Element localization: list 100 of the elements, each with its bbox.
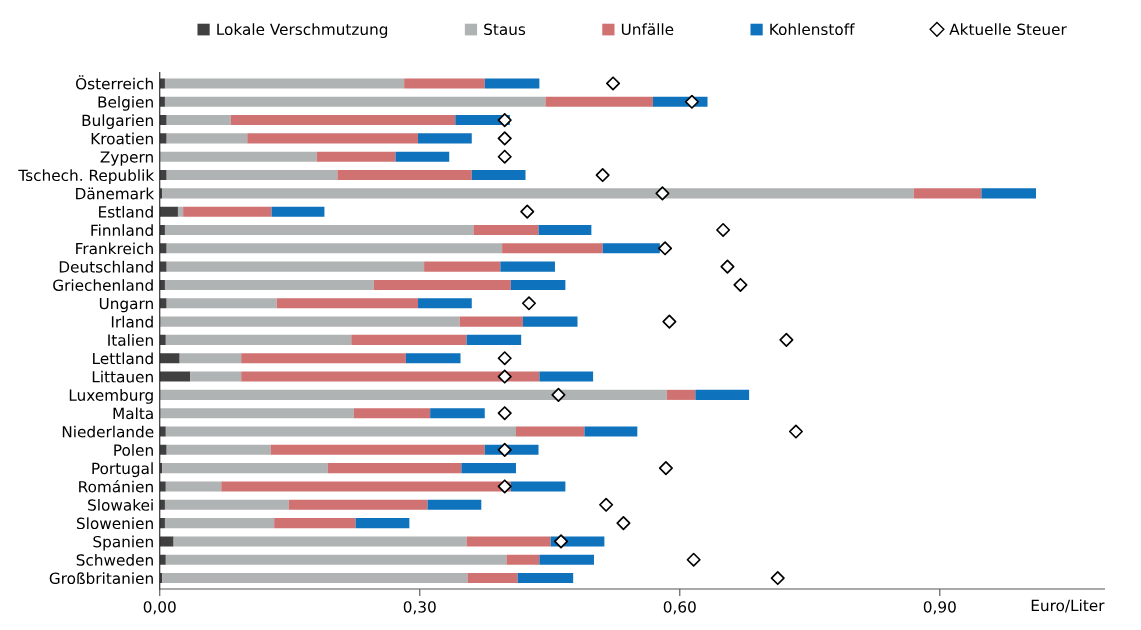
point <box>497 131 512 146</box>
bar <box>159 389 667 400</box>
bar <box>351 334 467 345</box>
point <box>662 314 677 329</box>
y-tick-label: Italien <box>108 334 153 346</box>
y-tick-label: Deutschland <box>59 260 153 273</box>
y-tick-label: Kroatien <box>91 132 153 145</box>
bar <box>471 170 526 181</box>
y-tick-label: Románien <box>79 480 153 493</box>
bar <box>241 371 540 382</box>
bar <box>274 518 356 529</box>
bar <box>159 353 180 364</box>
bar <box>173 536 467 547</box>
bar <box>164 499 289 510</box>
bar <box>159 261 167 272</box>
bar <box>241 353 406 364</box>
bar <box>165 426 516 437</box>
y-tick-label: Portugal <box>92 462 153 478</box>
legend-label: Staus <box>484 23 526 36</box>
bar <box>159 78 165 89</box>
bar <box>418 298 472 309</box>
bar <box>473 224 539 236</box>
bar <box>159 243 167 254</box>
bar <box>159 224 165 236</box>
bar <box>467 573 518 584</box>
bar <box>159 206 178 217</box>
bar <box>355 518 410 529</box>
bar <box>545 96 653 107</box>
y-tick-label: Österreich <box>75 75 153 90</box>
y-tick-label: Estland <box>99 205 153 218</box>
bar <box>164 518 275 529</box>
bar <box>159 554 166 565</box>
point <box>684 94 699 109</box>
point <box>788 424 803 439</box>
bar <box>166 170 338 181</box>
bar <box>539 371 594 382</box>
bar <box>159 115 167 126</box>
bar <box>424 261 501 272</box>
bar <box>159 96 165 107</box>
bar <box>190 371 242 382</box>
bar <box>484 78 540 89</box>
bar <box>164 224 474 236</box>
point <box>497 113 512 128</box>
point <box>553 534 569 549</box>
bar <box>373 279 511 290</box>
point <box>497 149 512 164</box>
bar <box>166 243 503 254</box>
bar <box>337 170 472 181</box>
bar <box>159 316 460 327</box>
bar <box>404 78 485 89</box>
point <box>720 259 735 274</box>
point <box>497 351 512 366</box>
point <box>521 296 537 311</box>
bar <box>164 279 374 290</box>
bar <box>159 133 167 144</box>
bar <box>461 463 516 474</box>
y-tick-label: Niederlande <box>62 425 154 438</box>
bar <box>395 151 450 162</box>
bar <box>466 334 522 345</box>
y-tick-label: Malta <box>113 407 153 420</box>
bar <box>165 481 222 492</box>
y-tick-label: Ungarn <box>99 297 153 313</box>
bar <box>584 426 638 437</box>
y-tick-label: Zypern <box>100 151 153 166</box>
bar <box>159 481 166 492</box>
y-tick-label: Griechenland <box>53 279 153 291</box>
point <box>551 387 566 402</box>
y-tick-label: Frankreich <box>76 242 153 255</box>
bar <box>510 279 566 290</box>
bar <box>159 518 165 529</box>
point <box>658 461 673 476</box>
y-tick-label: Slowenien <box>77 517 153 530</box>
bar <box>327 463 462 474</box>
bar <box>164 96 546 107</box>
bar <box>602 243 660 254</box>
bar <box>666 389 696 400</box>
bar <box>159 279 165 290</box>
y-tick-label: Polen <box>114 444 153 456</box>
bar <box>430 408 485 419</box>
point <box>497 442 512 457</box>
bar <box>288 499 428 510</box>
y-tick-label: Irland <box>111 315 153 328</box>
bar <box>515 426 585 437</box>
bar <box>177 206 184 217</box>
point <box>655 186 670 201</box>
bar <box>162 573 468 584</box>
y-tick-label: Spanien <box>93 535 153 551</box>
x-tick-label: 0,90 <box>923 601 956 615</box>
point <box>520 204 535 219</box>
bar <box>502 243 603 254</box>
bar <box>271 206 325 217</box>
x-tick-label: 0,60 <box>663 601 696 615</box>
bar <box>159 499 165 510</box>
bar <box>459 316 523 327</box>
y-tick-label: Dänemark <box>76 187 155 200</box>
bar <box>316 151 396 162</box>
bar <box>159 408 354 419</box>
bar <box>270 444 485 455</box>
y-tick-label: Finnland <box>91 224 153 237</box>
legend-label: Kohlenstoff <box>770 23 855 36</box>
